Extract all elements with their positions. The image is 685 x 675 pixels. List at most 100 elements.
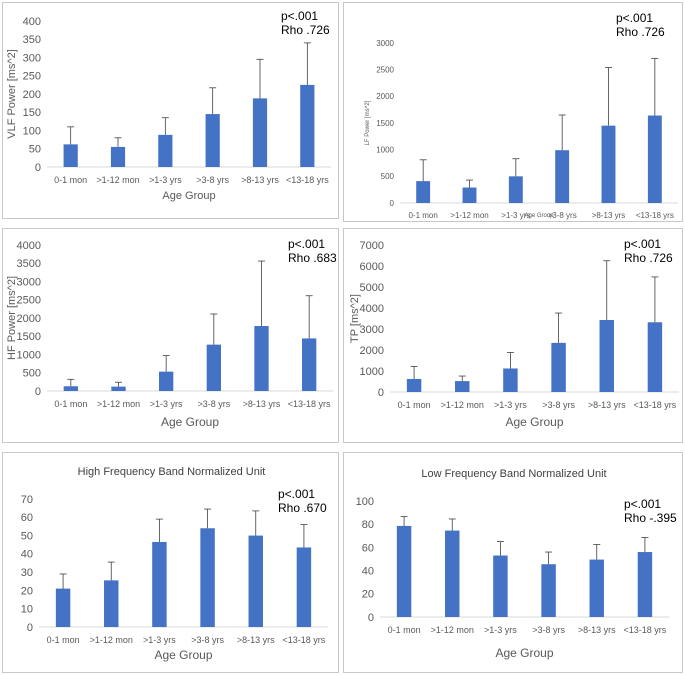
y-tick-label: 5000 (360, 282, 384, 294)
y-tick-label: 40 (21, 549, 33, 561)
x-axis-label: Age Group (161, 415, 219, 429)
bar (416, 181, 431, 203)
y-tick-label: 2500 (17, 295, 41, 307)
y-tick-label: 50 (21, 530, 33, 542)
p-value-label: p<.001 (624, 237, 662, 251)
category-label: >1-12 mon (450, 211, 488, 220)
category-label: >1-3 yrs (501, 211, 530, 220)
y-tick-label: 350 (23, 34, 41, 46)
y-tick-label: 500 (23, 368, 41, 380)
y-tick-label: 1000 (360, 366, 384, 378)
y-tick-label: 10 (21, 604, 33, 616)
y-tick-label: 500 (381, 172, 395, 181)
bar (152, 541, 167, 627)
bar (551, 342, 566, 392)
chart-panel-vlf: 0 50 100 150 200 250 300 350 400 0-1 mon >1-12 mon… (2, 2, 339, 219)
y-tick-label: 20 (362, 589, 374, 601)
category-label: 0-1 mon (54, 175, 87, 185)
y-tick-label: 1500 (17, 331, 41, 343)
bar (302, 338, 317, 391)
bar (158, 134, 173, 167)
bar (63, 144, 78, 167)
bar (555, 150, 570, 203)
bar (637, 552, 653, 617)
y-tick-label: 2000 (17, 313, 41, 325)
chart-svg-lf-nu: 0 20 40 60 80 100 0-1 mon >1-12 mon >1-3 yrs >3-8… (356, 468, 669, 660)
category-label: >1-3 yrs (484, 625, 517, 635)
y-tick-label: 7000 (360, 240, 384, 252)
y-tick-label: 0 (35, 162, 41, 174)
p-value-label: p<.001 (624, 497, 662, 511)
category-label: <13-18 yrs (636, 211, 674, 220)
y-tick-label: 0 (368, 612, 374, 624)
category-label: >8-13 yrs (237, 635, 275, 645)
category-label: >3-8 yrs (196, 175, 229, 185)
bar (159, 371, 174, 391)
chart-panel-lf: 0 500 1000 1500 2000 2500 3000 0-1 mon >1-12 mon… (343, 2, 683, 222)
y-tick-label: 6000 (360, 261, 384, 273)
y-tick-label: 4000 (17, 240, 41, 252)
y-tick-label: 3000 (360, 324, 384, 336)
y-tick-label: 150 (23, 107, 41, 119)
bar (296, 547, 312, 627)
bar (300, 84, 315, 167)
bar (406, 378, 422, 392)
chart-panel-lf-nu: 0 20 40 60 80 100 0-1 mon >1-12 mon >1-3 yrs >3-8… (343, 452, 683, 673)
x-axis-label: Age Group (154, 648, 212, 662)
category-label: 0-1 mon (388, 625, 421, 635)
y-tick-label: 0 (27, 622, 33, 634)
y-tick-label: 1500 (376, 119, 394, 128)
bar (455, 381, 470, 392)
bar (111, 386, 126, 391)
stats-annotation: p<.001 Rho .726 (281, 9, 330, 37)
category-label: <13-18 yrs (286, 175, 329, 185)
x-axis-label: Age Group (524, 213, 554, 219)
bar (200, 528, 215, 627)
y-axis-label: VLF Power [ms^2] (6, 49, 18, 139)
bar (647, 115, 662, 203)
stats-annotation: p<.001 Rho .726 (624, 237, 673, 265)
bar (110, 146, 126, 167)
category-label: >1-12 mon (97, 399, 140, 409)
y-tick-label: 0 (35, 386, 41, 398)
rho-label: Rho .670 (278, 501, 327, 515)
category-label: <13-18 yrs (283, 635, 326, 645)
bar (647, 322, 663, 392)
category-label: <13-18 yrs (624, 625, 667, 635)
bar (254, 326, 269, 391)
p-value-label: p<.001 (278, 487, 316, 501)
category-label: >1-3 yrs (150, 399, 183, 409)
category-label: >1-3 yrs (143, 635, 176, 645)
category-label: >8-13 yrs (578, 625, 616, 635)
category-label: >3-8 yrs (197, 399, 230, 409)
category-label: 0-1 mon (54, 399, 87, 409)
bar (63, 386, 78, 391)
category-label: >1-3 yrs (494, 400, 527, 410)
y-tick-label: 2000 (376, 92, 394, 101)
stats-annotation: p<.001 Rho .670 (278, 487, 327, 515)
bar (396, 525, 412, 617)
y-tick-label: 4000 (360, 303, 384, 315)
chart-svg-vlf: 0 50 100 150 200 250 300 350 400 0-1 mon >1-12 mon… (6, 16, 331, 202)
bar (205, 114, 220, 167)
category-label: >3-8 yrs (191, 635, 224, 645)
chart-title: High Frequency Band Normalized Unit (78, 466, 266, 478)
p-value-label: p<.001 (288, 237, 326, 251)
category-label: >3-8 yrs (548, 211, 577, 220)
chart-svg-hf: 0 500 1000 1500 2000 2500 3000 3500 4000 0-1 mon >… (6, 240, 333, 429)
y-tick-label: 40 (362, 565, 374, 577)
category-label: <13-18 yrs (288, 399, 331, 409)
p-value-label: p<.001 (616, 11, 654, 25)
bar (599, 319, 614, 392)
bar (503, 368, 518, 392)
p-value-label: p<.001 (281, 9, 319, 23)
y-axis-label: HF Power [ms^2] (6, 276, 18, 360)
category-label: >1-12 mon (431, 625, 474, 635)
stats-annotation: p<.001 Rho .726 (616, 11, 665, 39)
category-label: >8-13 yrs (588, 400, 626, 410)
y-tick-label: 3500 (17, 258, 41, 270)
rho-label: Rho -.395 (624, 511, 677, 525)
bar (589, 559, 604, 617)
y-tick-label: 80 (362, 519, 374, 531)
category-label: >8-13 yrs (592, 211, 626, 220)
